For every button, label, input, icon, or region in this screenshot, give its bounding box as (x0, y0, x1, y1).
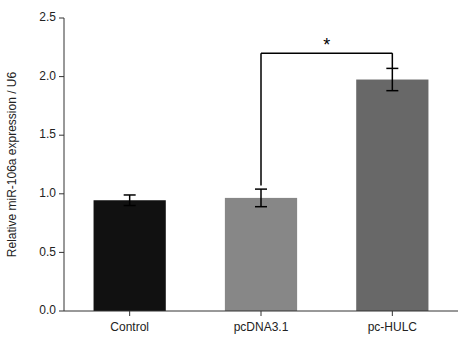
bar (225, 198, 297, 311)
y-axis-label: Relative miR-106a expression / U6 (5, 71, 19, 257)
error-cap (255, 206, 267, 208)
y-tick-label: 2.0 (39, 69, 56, 83)
y-tick-label: 0.0 (39, 303, 56, 317)
error-bar (124, 195, 136, 206)
error-line (392, 68, 394, 90)
y-tick (59, 311, 64, 312)
significance-label: * (323, 35, 330, 55)
bar (356, 80, 428, 311)
significance-bracket (261, 53, 392, 185)
y-tick (59, 252, 64, 253)
bracket-right (392, 53, 394, 68)
y-tick (59, 76, 64, 77)
y-tick-label: 0.5 (39, 245, 56, 259)
y-tick (59, 135, 64, 136)
x-tick (129, 311, 130, 316)
error-line (260, 189, 262, 207)
bracket-left (260, 53, 262, 185)
x-tick-label: Control (110, 320, 149, 334)
x-tick-label: pc-HULC (368, 320, 418, 334)
x-tick-label: pcDNA3.1 (234, 320, 289, 334)
error-line (129, 195, 131, 206)
y-tick (59, 18, 64, 19)
error-cap (124, 205, 136, 207)
y-tick-label: 1.0 (39, 186, 56, 200)
error-cap (124, 194, 136, 196)
y-tick-label: 1.5 (39, 127, 56, 141)
x-tick (261, 311, 262, 316)
y-tick (59, 193, 64, 194)
chart-container: 0.0 0.5 1.0 1.5 2.0 2.5 Relative miR-106a expr… (0, 0, 474, 347)
page: {"chart_data": {"type": "bar", "categori… (0, 0, 474, 347)
y-tick-label: 2.5 (39, 10, 56, 24)
y-axis: 0.0 0.5 1.0 1.5 2.0 2.5 (39, 10, 64, 317)
chart: 0.0 0.5 1.0 1.5 2.0 2.5 Relative miR-106a expr… (0, 0, 474, 347)
error-cap (386, 90, 398, 92)
error-bar (255, 189, 267, 207)
error-cap (255, 188, 267, 190)
error-bar (386, 68, 398, 90)
plot-area (94, 53, 429, 311)
bar (94, 200, 166, 311)
x-axis: Control pcDNA3.1 pc-HULC (64, 311, 458, 334)
y-axis-line (64, 18, 65, 311)
x-tick (392, 311, 393, 316)
